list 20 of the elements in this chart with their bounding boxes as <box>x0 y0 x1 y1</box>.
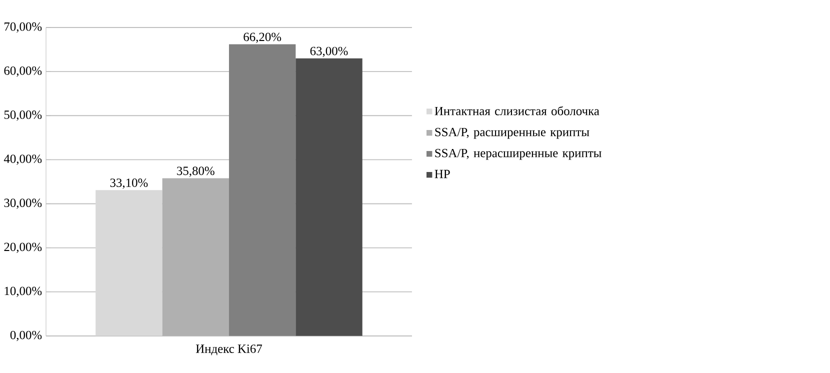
bar <box>96 190 162 336</box>
y-tick-label: 10,00% <box>4 286 42 297</box>
y-tick-label: 50,00% <box>4 110 42 121</box>
y-tick-label: 60,00% <box>4 66 42 76</box>
legend-label: HP <box>434 170 450 178</box>
legend-label: Интактная слизистая оболочка <box>434 106 600 116</box>
bar <box>296 58 362 336</box>
data-label: 35,80% <box>177 166 214 177</box>
data-label: 63,00% <box>310 46 348 57</box>
y-tick-label: 70,00% <box>4 22 42 32</box>
data-label: 66,20% <box>244 32 282 43</box>
x-tick-label: Индекс Ki67 <box>196 344 262 356</box>
y-tick-label: 30,00% <box>4 198 42 209</box>
y-tick-label: 0,00% <box>10 330 42 341</box>
y-tick-label: 40,00% <box>4 154 42 165</box>
legend-label: SSA/P, расширенные крипты <box>435 128 590 139</box>
y-tick-label: 20,00% <box>4 242 42 253</box>
data-label: 33,10% <box>110 178 148 189</box>
legend-label: SSA/P, нерасширенные крипты <box>435 148 602 160</box>
bar <box>228 44 296 336</box>
